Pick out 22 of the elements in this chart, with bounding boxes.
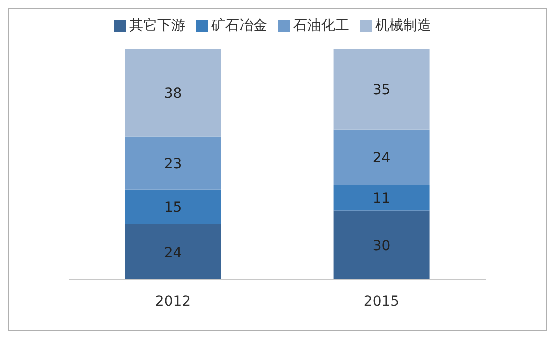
legend-label: 其它下游 xyxy=(130,18,186,34)
bar xyxy=(125,190,222,225)
data-label: 24 xyxy=(372,150,391,167)
legend-label: 矿石冶金 xyxy=(212,18,268,34)
legend-label: 石油化工 xyxy=(294,18,350,34)
bar xyxy=(334,130,430,186)
legend-label: 机械制造 xyxy=(376,18,432,34)
bar xyxy=(334,49,430,130)
data-label: 24 xyxy=(164,245,182,262)
bar xyxy=(125,49,222,137)
data-label: 23 xyxy=(164,156,182,172)
bar xyxy=(334,210,430,280)
x-tick-label: 2015 xyxy=(364,294,400,310)
data-label: 11 xyxy=(372,190,391,207)
data-label: 35 xyxy=(372,82,391,98)
x-tick-label: 2012 xyxy=(155,294,192,310)
data-label: 38 xyxy=(164,86,182,102)
bar xyxy=(125,224,222,280)
bar xyxy=(334,185,430,211)
data-label: 15 xyxy=(164,200,182,216)
data-label: 30 xyxy=(372,238,391,254)
bar xyxy=(125,136,222,190)
